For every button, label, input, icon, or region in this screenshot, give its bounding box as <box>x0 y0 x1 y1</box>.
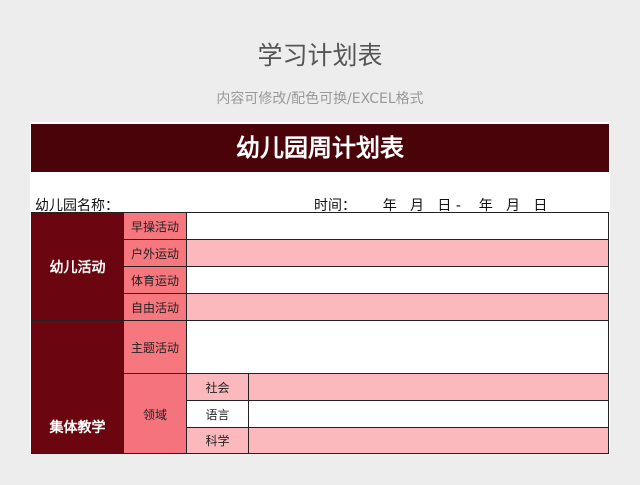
row-label: 早操活动 <box>123 212 187 240</box>
row-label-theme: 主题活动 <box>123 320 187 374</box>
cell[interactable] <box>186 212 609 240</box>
sheet-title: 幼儿园周计划表 <box>31 124 609 172</box>
domain-label: 社会 <box>186 373 249 401</box>
row-label: 户外运动 <box>123 239 187 267</box>
category-group-teaching: 集体教学 <box>31 320 124 454</box>
cell[interactable] <box>186 266 609 294</box>
cell[interactable] <box>248 427 609 454</box>
page-subtitle: 内容可修改/配色可换/EXCEL格式 <box>216 91 424 107</box>
domain-label: 科学 <box>186 427 249 454</box>
spreadsheet-preview: 幼儿园周计划表 幼儿园名称： 时间： 年 月 日 - 年 月 日 幼儿活动 早操… <box>30 122 610 454</box>
cell[interactable] <box>186 293 609 321</box>
time-label: 时间： 年 月 日 - 年 月 日 <box>314 198 548 214</box>
cell[interactable] <box>248 400 609 428</box>
kindergarten-name-label: 幼儿园名称： <box>35 198 119 214</box>
row-label: 自由活动 <box>123 293 187 321</box>
row-label-domain: 领域 <box>123 373 187 454</box>
row-label: 体育运动 <box>123 266 187 294</box>
cell[interactable] <box>186 239 609 267</box>
category-child-activities: 幼儿活动 <box>31 212 124 321</box>
domain-label: 语言 <box>186 400 249 428</box>
cell[interactable] <box>186 320 609 374</box>
cell[interactable] <box>248 373 609 401</box>
page-title: 学习计划表 <box>257 41 383 70</box>
